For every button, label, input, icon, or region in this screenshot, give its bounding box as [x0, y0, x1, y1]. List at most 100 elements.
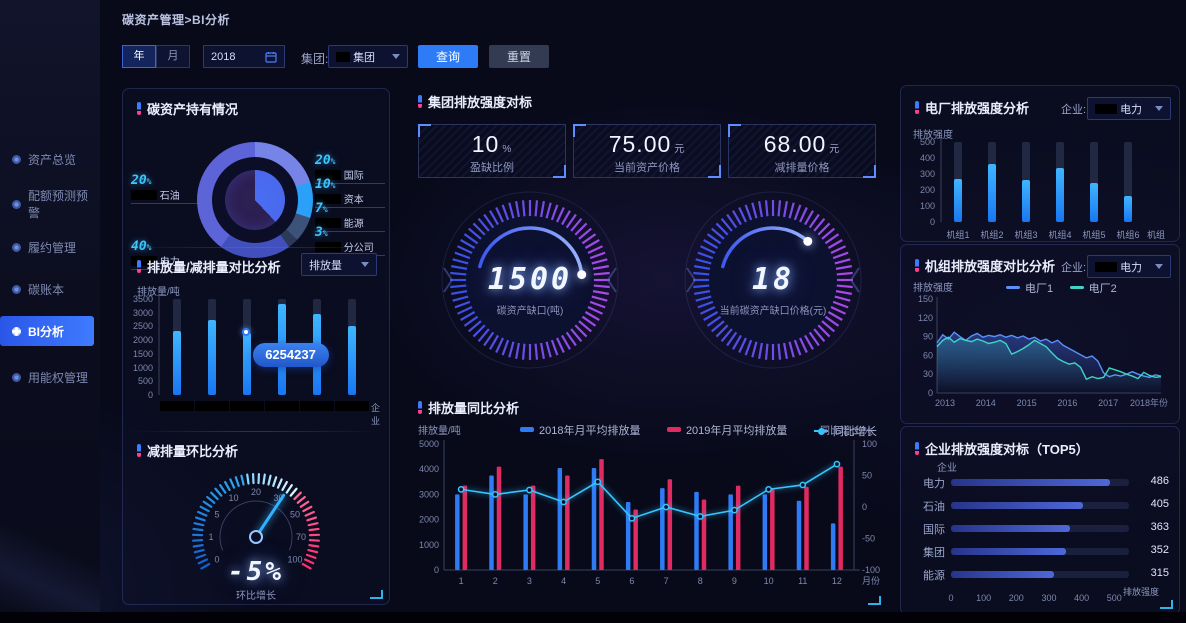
unit-line-chart[interactable]: 0 30 60 90 120 150 2013 2014 2015 2016 2017 2018年份 [909, 291, 1173, 419]
date-picker[interactable]: 2018 [203, 45, 285, 68]
x-tick-label: 机组5 [1082, 230, 1106, 240]
redacted-text [336, 51, 350, 62]
legend-plant1[interactable]: 电厂1 [1006, 280, 1053, 296]
sidebar-item-6[interactable]: 用能权管理 [0, 362, 94, 392]
plant-bar-chart[interactable]: 0 100 200 300 400 500 机组1 机组2 机组3 机组4 机组5 机组6 机组 [907, 137, 1175, 240]
y-tick-label: 1500 [132, 348, 153, 359]
y-tick-label: 0 [147, 390, 153, 400]
svg-text:60: 60 [923, 350, 933, 360]
title-marker-icon [915, 101, 919, 114]
hbar-value: 315 [1150, 567, 1169, 579]
title-marker-icon [915, 259, 919, 272]
svg-text:-50: -50 [862, 534, 875, 544]
redacted-text [131, 256, 157, 266]
ring-gauge-label: 当前碳资产缺口价格(元) [719, 306, 827, 317]
corner-accent [370, 590, 383, 599]
legend-swatch [520, 427, 534, 432]
month-tab[interactable]: 月 [156, 45, 190, 68]
bar[interactable] [1056, 167, 1064, 222]
y-tick-label: 2000 [132, 335, 153, 346]
reset-button[interactable]: 重置 [489, 45, 550, 68]
legend-2019[interactable]: 2019年月平均排放量 [666, 422, 787, 438]
hbar[interactable] [951, 502, 1084, 509]
bar[interactable] [242, 333, 251, 395]
yoy-legend: 2018年月平均排放量 2019年月平均排放量 同比增长 [520, 419, 899, 439]
gap-price-gauge[interactable]: 18 当前碳资产缺口价格(元) [683, 190, 863, 370]
stat-card-reduction-price: 68.00 元 减排量价格 [728, 124, 876, 178]
svg-text:2016: 2016 [1057, 398, 1077, 408]
unit-y-axis-label: 排放强度 [913, 283, 953, 294]
redacted-text [131, 190, 157, 200]
hbar[interactable] [951, 525, 1070, 532]
svg-text:2017: 2017 [1098, 398, 1118, 408]
unit-enterprise-select[interactable]: 电力 [1087, 255, 1171, 278]
legend-plant2[interactable]: 电厂2 [1069, 280, 1117, 296]
x-axis-name: 排放强度 [1123, 587, 1160, 597]
donut-segment-label: 电力 [131, 253, 201, 270]
sidebar-item-1[interactable]: 资产总览 [0, 144, 94, 174]
radio-dot-icon [12, 326, 21, 336]
legend-2018[interactable]: 2018年月平均排放量 [520, 422, 640, 438]
svg-text:2015: 2015 [1017, 398, 1037, 408]
query-button[interactable]: 查询 [418, 45, 479, 68]
group-select-value: 集团 [353, 51, 376, 64]
plant-enterprise-select[interactable]: 电力 [1087, 97, 1171, 120]
bar[interactable] [954, 178, 962, 222]
donut-percent-label: 20% [131, 173, 152, 188]
bar[interactable] [1124, 196, 1132, 222]
panel-top5: 企业排放强度对标（TOP5） 企业 电力 486 石油 405 国际 363 集团 352 能源… [900, 426, 1180, 615]
bar[interactable] [347, 326, 356, 395]
sidebar-item-2[interactable]: 配额预测预警 [0, 189, 94, 220]
svg-text:-100: -100 [862, 565, 880, 575]
hbar[interactable] [951, 479, 1110, 486]
donut-segment-label: 资本 [315, 191, 385, 208]
bar[interactable] [988, 163, 996, 222]
tooltip-marker [241, 328, 250, 337]
group-select[interactable]: 集团 [328, 45, 408, 68]
x-tick-label: 300 [1041, 593, 1057, 603]
chevron-down-icon [392, 54, 400, 59]
svg-text:4000: 4000 [419, 464, 439, 474]
sidebar-item-label: 用能权管理 [28, 370, 89, 385]
bar[interactable] [207, 319, 216, 395]
carbon-gap-gauge[interactable]: 1500 碳资产缺口(吨) [440, 190, 620, 370]
sidebar-item-4[interactable]: 碳账本 [0, 274, 94, 304]
divider [131, 247, 381, 248]
hbar[interactable] [951, 548, 1066, 555]
compare-bar-chart[interactable]: 0 500 1000 1500 2000 2500 3000 3500 企业 6254237 [129, 294, 387, 426]
top5-hbar-chart[interactable]: 电力 486 石油 405 国际 363 集团 352 能源 315 0 100 200 300 400 50… [911, 471, 1173, 611]
x-tick-label: 机组1 [946, 230, 970, 240]
emission-type-select[interactable]: 排放量 [301, 253, 377, 276]
svg-text:2013: 2013 [935, 398, 955, 408]
x-tick-label: 100 [976, 593, 992, 603]
y-tick-label: 3500 [132, 294, 153, 304]
sidebar-item-3[interactable]: 履约管理 [0, 232, 94, 262]
hbar[interactable] [951, 571, 1054, 578]
breadcrumb: 碳资产管理>BI分析 [122, 13, 231, 27]
x-tick-label: 机组6 [1116, 230, 1140, 240]
divider [131, 431, 381, 432]
mom-gauge-chart[interactable]: 0 1 5 10 20 30 50 70 100 [161, 461, 351, 591]
bar-track [1124, 142, 1132, 222]
legend-yoy-growth[interactable]: 同比增长 [813, 423, 877, 439]
hbar-value: 486 [1150, 475, 1169, 487]
svg-text:2014: 2014 [976, 398, 996, 408]
radio-dot-icon [12, 372, 21, 382]
enterprise-label: 企业: [1061, 262, 1087, 274]
svg-text:12: 12 [832, 576, 842, 586]
compare-title: 排放量/减排量对比分析 [137, 257, 281, 276]
bar[interactable] [1090, 182, 1098, 222]
sidebar-item-5[interactable]: BI分析 [0, 316, 94, 346]
bar[interactable] [1022, 180, 1030, 222]
hbar-value: 352 [1150, 544, 1169, 556]
sidebar-item-label: 履约管理 [28, 240, 77, 255]
enterprise-value: 电力 [1120, 261, 1143, 274]
corner-accent [868, 596, 881, 605]
hbar-label: 电力 [923, 478, 945, 490]
y-tick-label: 500 [919, 137, 935, 147]
year-tab[interactable]: 年 [122, 45, 156, 68]
x-axis-name: 机组 [1147, 230, 1166, 240]
bar[interactable] [172, 330, 181, 395]
